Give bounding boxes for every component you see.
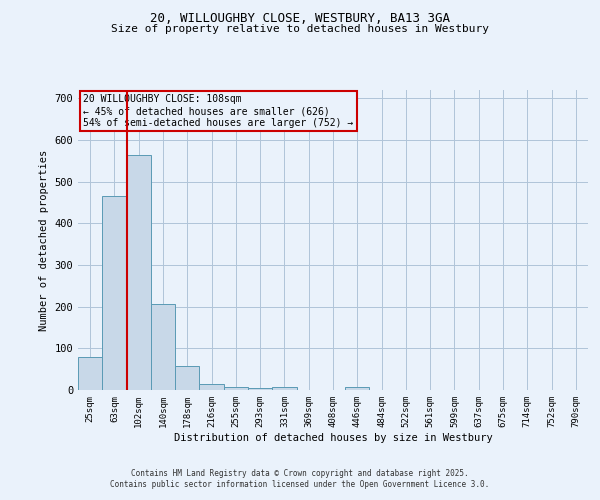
Bar [78, 356, 102, 390]
Text: 20 WILLOUGHBY CLOSE: 108sqm
← 45% of detached houses are smaller (626)
54% of se: 20 WILLOUGHBY CLOSE: 108sqm ← 45% of det… [83, 94, 353, 128]
Bar [199, 384, 224, 390]
X-axis label: Distribution of detached houses by size in Westbury: Distribution of detached houses by size … [173, 432, 493, 442]
Text: Contains public sector information licensed under the Open Government Licence 3.: Contains public sector information licen… [110, 480, 490, 489]
Bar [248, 388, 272, 390]
Bar [272, 387, 296, 390]
Text: 20, WILLOUGHBY CLOSE, WESTBURY, BA13 3GA: 20, WILLOUGHBY CLOSE, WESTBURY, BA13 3GA [150, 12, 450, 26]
Text: Size of property relative to detached houses in Westbury: Size of property relative to detached ho… [111, 24, 489, 34]
Text: Contains HM Land Registry data © Crown copyright and database right 2025.: Contains HM Land Registry data © Crown c… [131, 468, 469, 477]
Bar [102, 196, 127, 390]
Bar [151, 304, 175, 390]
Bar [345, 386, 370, 390]
Bar [175, 366, 199, 390]
Bar [127, 154, 151, 390]
Bar [224, 386, 248, 390]
Y-axis label: Number of detached properties: Number of detached properties [39, 150, 49, 330]
